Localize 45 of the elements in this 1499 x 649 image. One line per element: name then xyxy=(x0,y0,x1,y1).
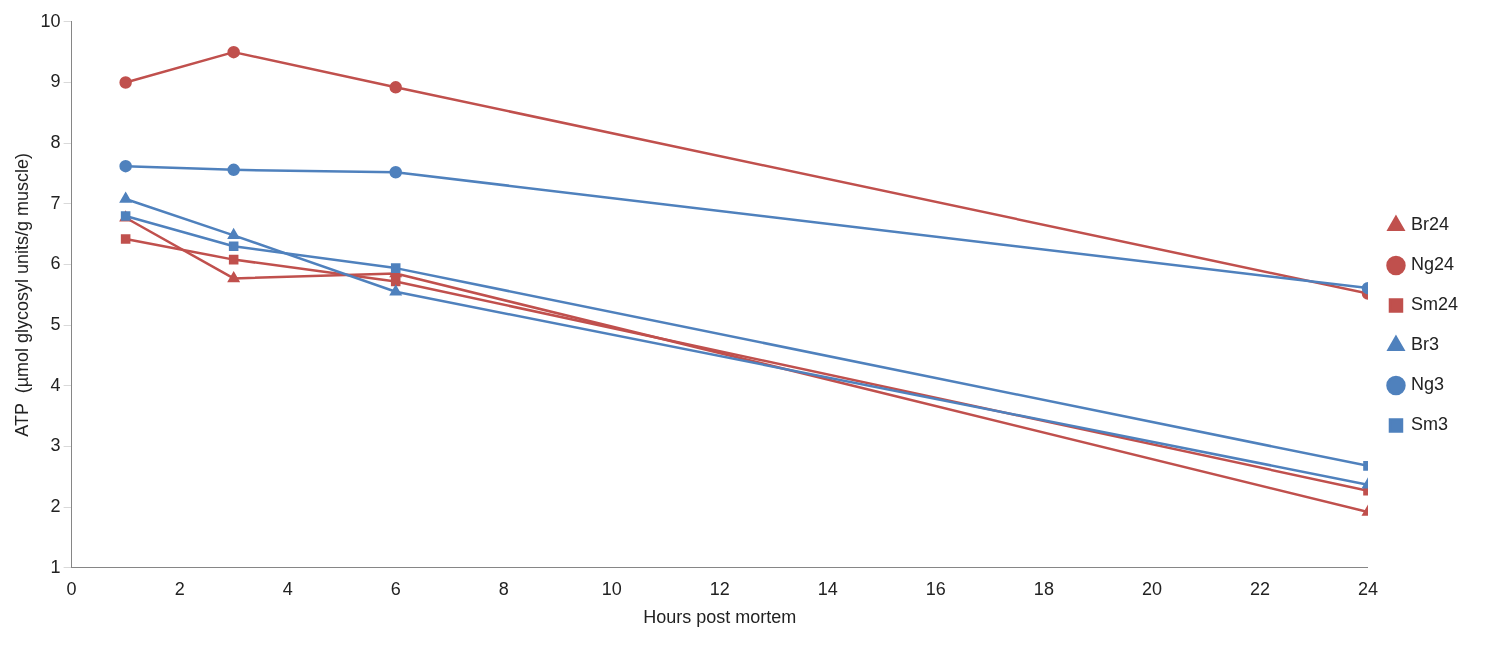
y-axis-title: ATP (µmol glycosyl units/g muscle) xyxy=(11,152,32,437)
point xyxy=(389,166,402,179)
point xyxy=(119,76,132,89)
x-tick-label: 24 xyxy=(1357,578,1378,599)
point xyxy=(227,163,240,177)
point xyxy=(390,276,401,287)
y-tick-label: 3 xyxy=(50,435,61,456)
y-tick-label: 9 xyxy=(50,71,61,92)
y-tick-label: 8 xyxy=(50,132,61,153)
y-tick-label: 1 xyxy=(50,556,61,577)
point xyxy=(228,254,239,265)
point xyxy=(119,159,132,173)
x-tick-label: 22 xyxy=(1249,578,1270,599)
x-tick-label: 20 xyxy=(1141,578,1162,599)
x-tick-label: 12 xyxy=(709,578,730,599)
point xyxy=(227,45,240,59)
point xyxy=(390,263,401,273)
y-tick-label: 2 xyxy=(50,496,61,517)
x-tick-label: 4 xyxy=(282,578,293,599)
point xyxy=(389,81,402,94)
x-tick-label: 0 xyxy=(66,578,77,599)
legend-label: Sm24 xyxy=(1410,294,1459,315)
legend-label: Br3 xyxy=(1410,334,1439,355)
y-tick-label: 4 xyxy=(50,374,61,395)
x-tick-label: 14 xyxy=(817,578,838,599)
legend-label: Br24 xyxy=(1410,214,1450,235)
legend-label: Sm3 xyxy=(1410,414,1448,435)
point xyxy=(228,241,239,252)
point xyxy=(228,272,240,283)
x-axis-title: Hours post mortem xyxy=(643,607,797,628)
x-tick-label: 10 xyxy=(601,578,622,599)
x-tick-label: 6 xyxy=(390,578,401,599)
legend-label: Ng24 xyxy=(1410,254,1455,275)
point xyxy=(390,285,402,296)
legend-label: Ng3 xyxy=(1410,374,1445,395)
y-tick-label: 10 xyxy=(40,10,61,31)
y-tick-label: 7 xyxy=(50,192,61,213)
x-tick-label: 8 xyxy=(498,578,509,599)
x-tick-label: 16 xyxy=(925,578,946,599)
point xyxy=(120,234,131,244)
x-tick-label: 18 xyxy=(1033,578,1054,599)
point xyxy=(120,192,132,203)
y-tick-label: 5 xyxy=(50,314,61,335)
x-tick-label: 2 xyxy=(174,578,185,599)
y-tick-label: 6 xyxy=(50,253,61,274)
